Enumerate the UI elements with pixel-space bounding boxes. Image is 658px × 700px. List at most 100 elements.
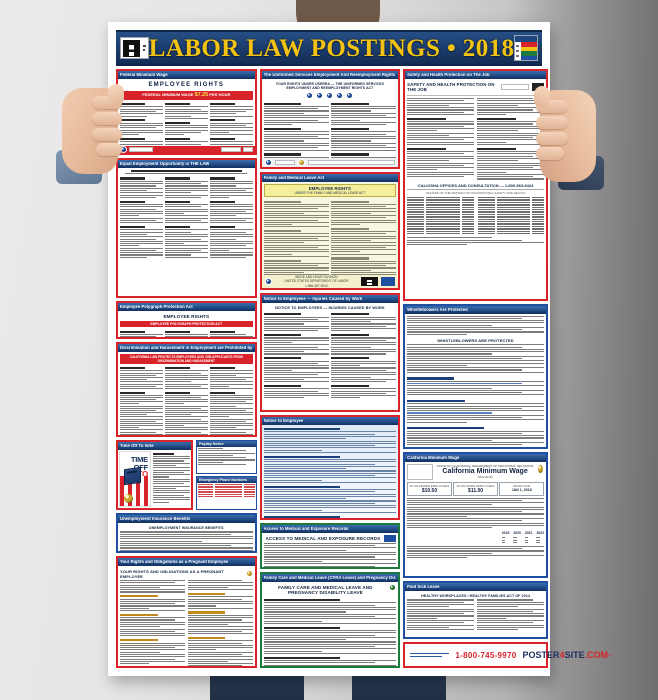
panel-title-text: Equal Employment Opportunity is THE LAW <box>120 161 210 166</box>
notice-headline: NOTICE TO EMPLOYEES — INJURIES CAUSED BY… <box>275 305 385 310</box>
panel-title-text: Your Rights and Obligations as a Pregnan… <box>120 559 229 564</box>
table-row <box>407 216 474 218</box>
coast-guard-seal-icon <box>346 92 354 99</box>
navy-seal-icon <box>316 92 324 99</box>
notice-text-columns <box>263 312 397 410</box>
table-row <box>198 486 255 488</box>
notice-text-column <box>120 102 163 146</box>
calosha-logo <box>384 535 397 543</box>
notice-headline: EMPLOYEE RIGHTS <box>148 81 225 88</box>
panel-body: SAFETY AND HEALTH PROTECTION ON THE JOB <box>405 79 546 299</box>
table-row <box>477 228 544 230</box>
notice-headline: FAMILY CARE AND MEDICAL LEAVE AND PREGNA… <box>278 584 373 596</box>
notice-subhead: UNDER THE FAMILY AND MEDICAL LEAVE ACT <box>294 191 366 195</box>
panel-pregnant-employee-rights[interactable]: Your Rights and Obligations as a Pregnan… <box>116 556 257 668</box>
notice-text-column <box>120 329 163 337</box>
panel-payday-notice[interactable]: Payday Notice <box>196 440 257 474</box>
labor-law-poster[interactable]: LABOR LAW POSTINGS • 2018 <box>108 22 612 676</box>
panel-body: Employers Holding Federal Contracts or S… <box>118 168 255 296</box>
table-row <box>477 216 544 218</box>
table-row <box>477 199 544 201</box>
qr-code-icon <box>123 39 140 57</box>
panel-whistleblowers-are-protected[interactable]: Whistleblowers Are Protected WHISTLEBLOW… <box>403 304 548 449</box>
office-table <box>407 197 474 235</box>
table-row <box>407 211 474 213</box>
notice-text-column <box>407 98 475 180</box>
notice-text-column <box>120 176 163 296</box>
panel-title-text: Employee Polygraph Protection Act <box>120 304 193 309</box>
panel-body <box>262 425 399 518</box>
panel-equal-employment-opportunity[interactable]: Equal Employment Opportunity is THE LAW <box>116 158 257 298</box>
table-row <box>407 225 474 228</box>
panel-title-bar: Employee Polygraph Protection Act <box>118 303 255 311</box>
notice-text <box>263 597 397 666</box>
panel-federal-minimum-wage[interactable]: Federal Minimum Wage EMPLOYEE RIGHTS FED… <box>116 69 257 155</box>
hand-right <box>534 86 604 190</box>
table-row <box>407 230 474 232</box>
notice-text <box>263 427 397 519</box>
panel-title-text: Safety and Health Protection on The Job <box>407 72 490 77</box>
panel-notice-injuries-caused-by-work[interactable]: Notice to Employees — Injuries Caused by… <box>259 293 401 412</box>
panel-paid-sick-leave[interactable]: Paid Sick Leave HEALTHY WORKPLACES / HEA… <box>403 581 548 639</box>
agency-name: STATE OF CALIFORNIA / DEPARTMENT OF INDU… <box>436 463 534 468</box>
panel-body: EMPLOYEE RIGHTS EMPLOYEE POLYGRAPH PROTE… <box>118 311 255 337</box>
notice-question-2 <box>407 398 544 423</box>
dol-seal-icon <box>264 278 272 285</box>
qr-badge-labels <box>143 45 146 51</box>
notice-headline: YOUR RIGHTS UNDER USERRA — THE UNIFORMED… <box>275 81 384 90</box>
notice-text <box>120 531 253 551</box>
brand-logo[interactable]: POSTER 4 SITE .COM ™ <box>523 650 613 660</box>
notice-text-column <box>263 199 329 275</box>
emergency-table <box>198 484 255 498</box>
panel-title-text: California Minimum Wage <box>407 455 460 460</box>
notice-headline: SAFETY AND HEALTH PROTECTION ON THE JOB <box>407 81 495 93</box>
panel-body: HEALTHY WORKPLACES / HEALTHY FAMILIES AC… <box>405 591 546 637</box>
panel-footer-logos <box>261 158 399 167</box>
notice-text-column <box>209 176 253 296</box>
wage-cell-value: JAN 1, 2018 <box>511 487 532 492</box>
panel-access-to-medical-exposure-records[interactable]: Access to Medical and Exposure Records A… <box>259 523 401 569</box>
wage-banner: FEDERAL MINIMUM WAGE $7.25 PER HOUR <box>120 90 253 100</box>
qr-code-icon <box>361 277 379 286</box>
notice-subbanner: CALIFORNIA LAW PROTECTS EMPLOYEES AND JO… <box>120 353 253 364</box>
panel-notice-to-employee[interactable]: Notice to Employee <box>259 415 401 520</box>
panel-unemployment-insurance-benefits[interactable]: Unemployment Insurance Benefits UNEMPLOY… <box>116 513 257 553</box>
notice-text-column <box>407 599 475 637</box>
panel-emergency-phone-numbers[interactable]: Emergency Phone Numbers <box>196 476 257 510</box>
panel-family-care-medical-leave-cfra[interactable]: Family Care and Medical Leave (CFRA Leav… <box>259 572 401 668</box>
panel-body: EMPLOYEE RIGHTS FEDERAL MINIMUM WAGE $7.… <box>118 79 255 146</box>
vote-content: TIME OFF TO VOTE <box>119 451 191 507</box>
table-row <box>198 484 255 486</box>
panel-uniformed-services-userra[interactable]: The Uniformed Services Employment And Re… <box>259 69 401 169</box>
panel-employee-polygraph-protection[interactable]: Employee Polygraph Protection Act EMPLOY… <box>116 301 257 339</box>
state-seal-icon <box>245 570 253 578</box>
panel-footer-logos: WAGE AND HOUR DIVISION UNITED STATES DEPA… <box>261 275 399 288</box>
notice-text-column <box>331 312 397 410</box>
notice-text-columns <box>120 366 253 435</box>
panel-title-text: Paid Sick Leave <box>407 584 440 589</box>
panel-title-text: Emergency Phone Numbers <box>199 478 248 482</box>
promo-footer[interactable]: 1-800-745-9970 POSTER 4 SITE .COM ™ <box>403 642 612 668</box>
brand-mid: 4 <box>559 650 565 660</box>
calosha-table-title: CAL/OSHA OFFICES AND CONSULTATION — 1-80… <box>407 183 544 190</box>
promo-phone-number[interactable]: 1-800-745-9970 <box>455 650 517 660</box>
wage-cell-label: 26 OR MORE EMPLOYEES <box>456 483 495 488</box>
panel-safety-and-health-protection[interactable]: Safety and Health Protection on The Job … <box>403 69 548 301</box>
notice-text <box>263 542 397 567</box>
schedule-year: 2020 <box>513 531 521 536</box>
panel-title-bar: Notice to Employee <box>261 417 399 425</box>
schedule-year: 2019 <box>501 531 510 536</box>
ballot-box-icon <box>124 466 142 486</box>
wage-value: $7.25 <box>194 91 209 98</box>
panel-body: TIME OFF TO VOTE <box>118 450 191 508</box>
promo-tagline <box>410 652 450 658</box>
panel-body: UNEMPLOYMENT INSURANCE BENEFITS <box>118 523 255 551</box>
panel-family-and-medical-leave-act[interactable]: Family and Medical Leave Act EMPLOYEE RI… <box>259 172 401 290</box>
notice-text-column <box>187 580 253 666</box>
panel-title-bar: Family Care and Medical Leave (CFRA Leav… <box>261 574 399 582</box>
panel-california-minimum-wage[interactable]: California Minimum Wage STATE OF CALIFOR… <box>403 452 548 578</box>
table-row <box>477 209 544 211</box>
panel-discrimination-harassment[interactable]: Discrimination and Harassment in Employm… <box>116 342 257 437</box>
panel-body: YOUR RIGHTS AND OBLIGATIONS AS A PREGNAN… <box>118 566 255 666</box>
panel-time-off-to-vote[interactable]: Time Off To Vote TIME OFF TO VOTE <box>116 440 194 510</box>
